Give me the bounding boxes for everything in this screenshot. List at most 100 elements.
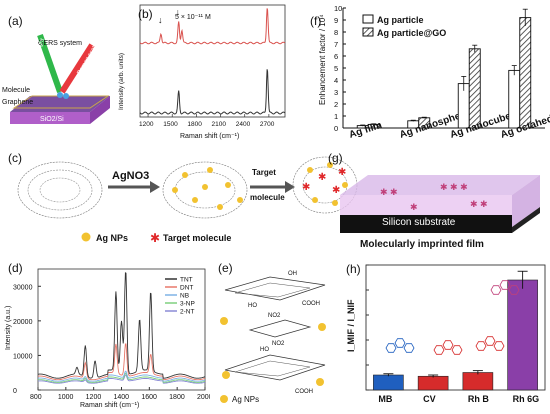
ring — [442, 340, 454, 350]
film-caption: Molecularly imprinted film — [360, 239, 484, 250]
x-tick-label: CV — [423, 394, 436, 404]
x-tick-label: Rh B — [468, 394, 489, 404]
panel-label-c: (c) — [8, 151, 22, 165]
substrate-edge — [90, 96, 110, 124]
y-tick-label: 10 — [334, 4, 342, 13]
y-axis-label: I_MIF / I_NIF — [346, 299, 356, 352]
panel-label-e: (e) — [218, 261, 233, 275]
x-tick-label: 1800 — [187, 121, 202, 128]
y-tick-label: 4 — [334, 76, 338, 85]
film-side — [512, 175, 540, 227]
panel-c: (c) AgNO3 Target molecule ✱ ✱ ✱ — [0, 145, 360, 245]
panel-label-h: (h) — [346, 262, 361, 276]
panel-e: (e) HO OH COOH HO COOH NO2 NO2 Ag NPs — [210, 255, 335, 409]
y-tick-label: 6 — [334, 52, 338, 61]
x-tick-label: 1600 — [141, 394, 157, 401]
molecular-sandwich: HO OH COOH HO COOH NO2 NO2 Ag NPs — [220, 271, 326, 404]
enhancement-bar-chart: Enhancement factor / 10⁴ Ag particle Ag … — [318, 4, 550, 141]
y-tick-label: 5 — [334, 64, 338, 73]
svg-text:✱: ✱ — [338, 167, 346, 178]
spectrum-line-3-np — [37, 372, 206, 383]
plot-frame — [365, 264, 546, 391]
molecule-structure — [490, 280, 520, 295]
panel-label-d: (d) — [8, 261, 23, 275]
y-tick-label: 3 — [334, 88, 338, 97]
peak-arrow: ↓ — [158, 15, 163, 25]
svg-text:✱ ✱: ✱ ✱ — [470, 199, 488, 209]
gers-system-label: GERS system — [38, 40, 82, 47]
y-tick-label: 10000 — [13, 353, 33, 360]
x-tick-label: 800 — [30, 394, 42, 401]
group-label: HO — [248, 303, 257, 309]
y-tick-label: 0 — [13, 388, 17, 395]
x-tick-label: 2400 — [236, 121, 251, 128]
substrate-side — [10, 112, 90, 124]
legend-label: 3-NP — [180, 301, 195, 308]
spectrum-line-1 — [139, 69, 286, 115]
molecule-label: Molecule — [2, 87, 30, 94]
scattered-beam — [59, 43, 95, 94]
spectrum-line-2-nt — [37, 374, 206, 384]
ring — [394, 338, 406, 348]
np-dot — [318, 323, 326, 331]
incident-beam — [37, 34, 63, 93]
legend-target-label: Target molecule — [163, 233, 231, 243]
y-tick-label: 8 — [334, 28, 338, 37]
gers-schematic: GERS system Incident light Raman scatter… — [2, 32, 110, 124]
x-tick-label: Rh 6G — [513, 394, 540, 404]
arrow-2-head — [285, 181, 295, 193]
legend-label-1: Ag particle@GO — [377, 28, 446, 38]
group-label: OH — [288, 271, 297, 277]
x-tick-label: 2700 — [260, 121, 275, 128]
group-label: NO2 — [272, 341, 285, 347]
spectrum-line-dnt — [38, 343, 206, 381]
graphene-sheet-target: ✱ ✱ ✱ ✱ — [292, 156, 358, 214]
ring — [484, 336, 496, 346]
panel-b: (b) 5 × 10⁻¹¹ M Intensity (arb. units) R… — [115, 0, 290, 140]
x-tick-label: 2000 — [197, 394, 210, 401]
x-tick-label: 1500 — [163, 121, 178, 128]
ring — [508, 285, 520, 295]
molecule-dot — [63, 93, 69, 99]
legend-label: TNT — [180, 277, 193, 284]
x-axis-label: Raman shift (cm⁻¹) — [80, 402, 139, 409]
np-dot — [222, 371, 230, 379]
group-label: HO — [260, 347, 269, 353]
y-tick-label: 0 — [334, 124, 338, 133]
panel-label-b: (b) — [138, 7, 153, 21]
molecule-dot — [57, 92, 63, 98]
legend-swatch-plain — [362, 14, 374, 24]
x-tick-label: 1400 — [114, 394, 130, 401]
graphene-label: Graphene — [2, 99, 33, 106]
y-tick-label: 9 — [334, 16, 338, 25]
svg-text:✱: ✱ — [318, 172, 326, 183]
panel-label-a: (a) — [8, 14, 23, 28]
x-tick-label: MB — [378, 394, 392, 404]
legend-label: NB — [180, 293, 189, 300]
mip-film-schematic: ✱ ✱ ✱ ✱ ✱ ✱ ✱ ✱ Silicon substrate Molecula… — [340, 175, 540, 250]
legend-np-marker — [81, 232, 91, 242]
np-dot — [220, 317, 228, 325]
silicon-substrate — [340, 227, 512, 233]
y-tick-label: 2 — [334, 100, 338, 109]
bar-cv — [417, 375, 449, 391]
legend-np-label: Ag NPs — [232, 395, 259, 404]
legend-np-label: Ag NPs — [96, 233, 128, 243]
panel-h: (h) I_MIF / I_NIF MB CV Rh B Rh 6G — [340, 250, 550, 409]
substrate-band — [340, 215, 512, 227]
arrow-1-head — [150, 181, 160, 193]
molecule-middle — [248, 319, 312, 338]
svg-text:✱: ✱ — [410, 202, 418, 212]
ring — [433, 345, 445, 355]
reagent-label: AgNO3 — [112, 170, 149, 182]
panel-g: (g) ✱ ✱ ✱ ✱ ✱ ✱ ✱ ✱ Silicon substrate Mole… — [320, 145, 550, 250]
x-tick-label: 1800 — [169, 394, 185, 401]
raman-spectrum-chart: 5 × 10⁻¹¹ M Intensity (arb. units) Raman… — [118, 4, 286, 140]
panel-a: (a) GERS system Incident light Raman sca… — [0, 0, 115, 140]
bar-mb — [373, 374, 404, 391]
graphene-sheet-plain — [17, 161, 103, 219]
legend-label-0: Ag particle — [377, 15, 424, 25]
molecule-structure — [433, 340, 463, 355]
bar-ag-particle-go — [468, 48, 481, 129]
np-dot — [316, 378, 324, 386]
